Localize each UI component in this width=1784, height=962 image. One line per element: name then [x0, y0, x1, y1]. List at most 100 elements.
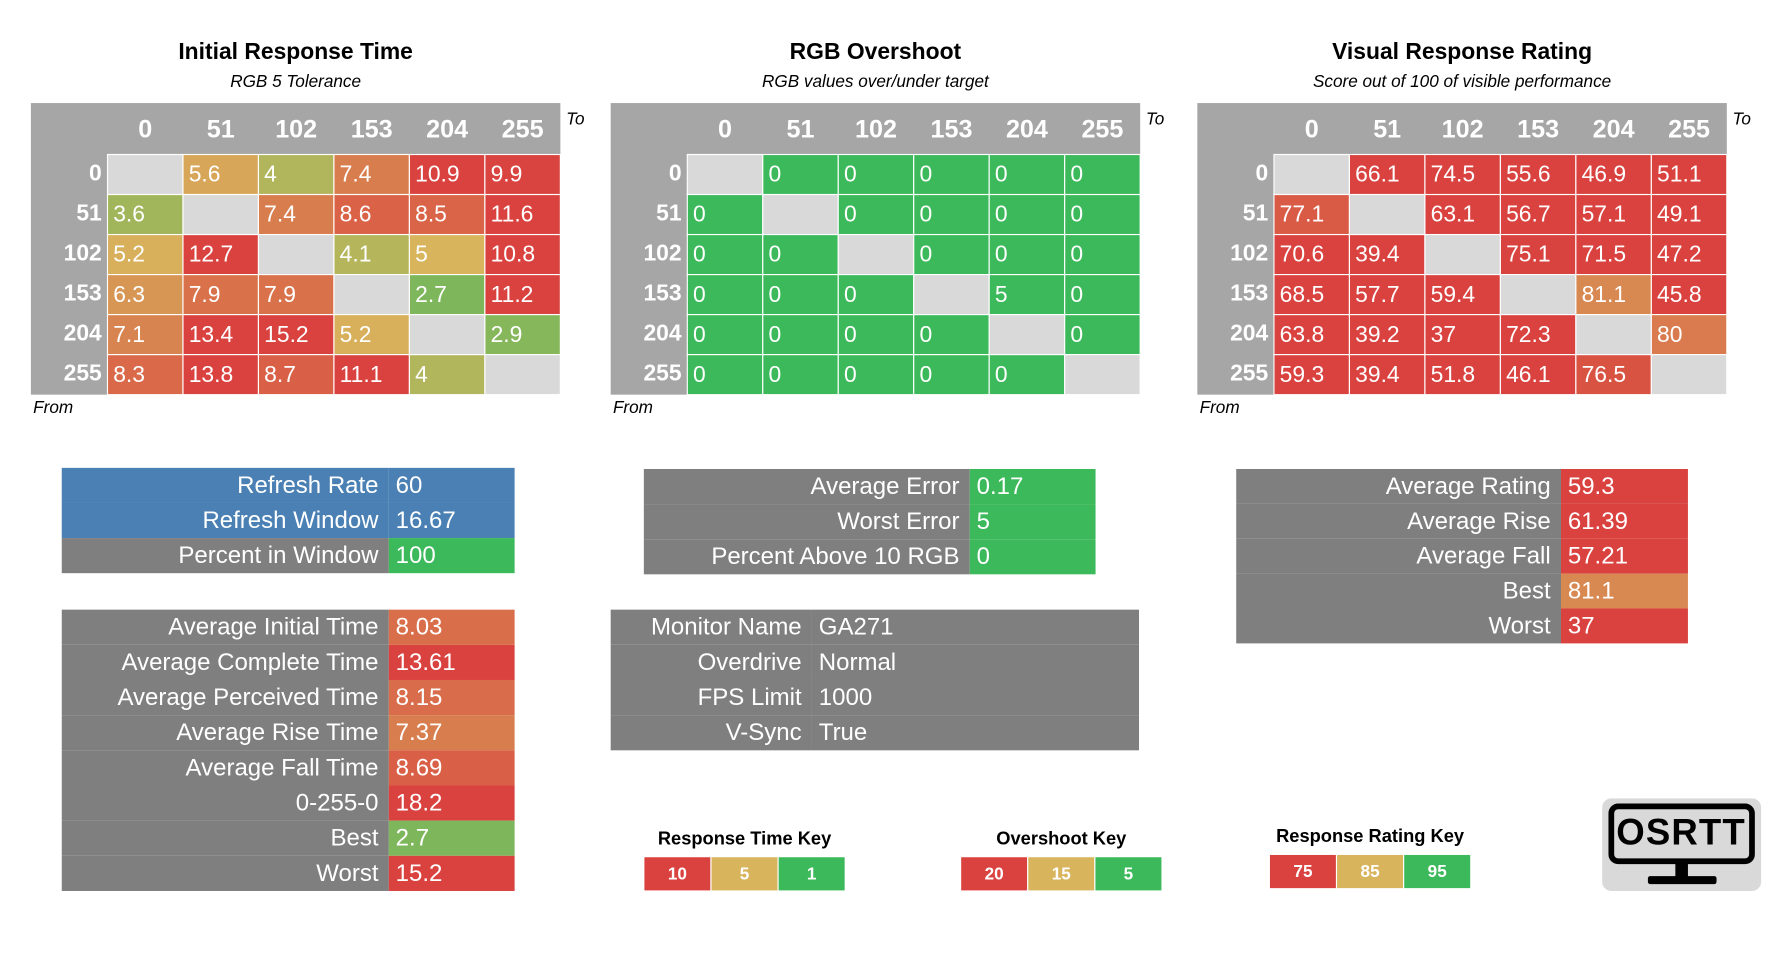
- table-value: 13.61: [396, 649, 456, 676]
- column-header: 0: [138, 116, 152, 144]
- cell-value: 0: [693, 321, 706, 347]
- table-value: 1000: [819, 684, 872, 711]
- key-title: Response Time Key: [658, 827, 832, 848]
- cell-value: 0: [1070, 321, 1083, 347]
- table-label-cell: [643, 539, 970, 575]
- table-label: Worst: [316, 860, 379, 887]
- row-header: 0: [1256, 160, 1269, 186]
- cell-value: 63.1: [1431, 201, 1476, 227]
- cell-value: 11.6: [491, 201, 534, 227]
- cell-value: 5.6: [189, 161, 221, 187]
- cell-value: 0: [768, 281, 781, 307]
- heatmap-cell: [913, 274, 990, 316]
- heatmap-cell: [1064, 354, 1141, 396]
- heatmap-cell: [484, 274, 561, 316]
- column-header: 0: [718, 116, 732, 144]
- column-header: 204: [426, 116, 468, 144]
- cell-value: 0: [844, 201, 857, 227]
- cell-value: 0: [768, 161, 781, 187]
- table-label-cell: [643, 468, 970, 505]
- heatmap-cell: [1575, 314, 1652, 356]
- heatmap-cell: [686, 153, 764, 196]
- cell-value: 7.4: [264, 201, 296, 227]
- heatmap-cell: [484, 153, 561, 196]
- heatmap-cell: [484, 354, 561, 396]
- heatmap-cell: [1424, 314, 1501, 356]
- heatmap-cell: [333, 233, 410, 276]
- heatmap-cell: [182, 233, 260, 276]
- heatmap-cell: [1273, 193, 1351, 236]
- key-label: 95: [1428, 861, 1448, 881]
- table-value-cell: [1561, 608, 1688, 644]
- heatmap-title: RGB Overshoot: [790, 38, 962, 64]
- table-label: Average Fall Time: [186, 754, 379, 781]
- cell-value: 0: [995, 161, 1008, 187]
- key-label: 75: [1293, 861, 1313, 881]
- table-value-cell: [1561, 503, 1688, 539]
- cell-value: 11.2: [491, 281, 534, 307]
- cell-value: 7.9: [189, 281, 221, 307]
- key-swatch: [1403, 853, 1472, 890]
- cell-value: 0: [919, 161, 932, 187]
- cell-value: 10.9: [415, 161, 460, 187]
- table-value: 100: [396, 542, 436, 569]
- column-header: 153: [930, 116, 972, 144]
- cell-value: 5: [995, 281, 1008, 307]
- cell-value: 70.6: [1280, 241, 1325, 267]
- cell-value: 3.6: [113, 201, 145, 227]
- heatmap-cell: [484, 233, 561, 276]
- table-value: 15.2: [396, 860, 443, 887]
- table-label: FPS Limit: [698, 684, 802, 711]
- heatmap-cell: [1273, 153, 1351, 196]
- heatmap-cell: [106, 193, 184, 236]
- heatmap-cell: [1064, 233, 1141, 276]
- row-header: 153: [1230, 280, 1268, 306]
- table-value-cell: [388, 820, 515, 856]
- from-label: From: [613, 397, 653, 417]
- table-label-cell: [610, 609, 812, 645]
- table-value-cell: [969, 539, 1096, 575]
- heatmap-cell: [257, 354, 335, 396]
- from-label: From: [33, 397, 73, 417]
- cell-value: 68.5: [1280, 281, 1325, 307]
- column-header: 255: [1668, 116, 1710, 144]
- cell-value: 57.7: [1355, 281, 1400, 307]
- key-swatch: [1027, 856, 1096, 892]
- table-label-cell: [1236, 573, 1561, 609]
- heatmap-cell: [1499, 193, 1577, 236]
- heatmap-cell: [1348, 314, 1426, 356]
- from-label: From: [1200, 397, 1240, 417]
- cell-value: 45.8: [1657, 281, 1702, 307]
- heatmap-cell: [106, 153, 184, 196]
- heatmap-cell: [913, 354, 990, 396]
- heatmap-cell: [1575, 153, 1652, 196]
- table-value: 18.2: [396, 790, 443, 817]
- table-label: V-Sync: [726, 719, 802, 746]
- row-header: 51: [656, 200, 682, 226]
- heatmap-cell: [333, 274, 410, 316]
- heatmap-cell: [333, 354, 410, 396]
- heatmap-cell: [1064, 274, 1141, 316]
- key-label: 1: [807, 863, 817, 883]
- cell-value: 0: [768, 321, 781, 347]
- table-value-cell: [1561, 573, 1688, 609]
- column-header: 255: [1081, 116, 1123, 144]
- table-label: Average Complete Time: [122, 649, 379, 676]
- heatmap-cell: [1273, 314, 1351, 356]
- table-label: Worst: [1488, 612, 1551, 639]
- table-label-cell: [610, 679, 812, 716]
- cell-value: 39.4: [1355, 361, 1400, 387]
- table-label-cell: [1236, 503, 1561, 539]
- heatmap-cell: [1499, 354, 1577, 396]
- to-label: To: [1146, 109, 1164, 129]
- table-label-cell: [61, 467, 389, 503]
- cell-value: 7.4: [340, 161, 372, 187]
- table-value-cell: [1561, 468, 1688, 504]
- heatmap-title: Visual Response Rating: [1332, 38, 1592, 64]
- table-value: 5: [977, 508, 990, 535]
- key-swatch: [1268, 853, 1338, 890]
- key-title: Response Rating Key: [1276, 825, 1465, 846]
- row-header: 204: [64, 320, 102, 346]
- heatmap-cell: [837, 233, 915, 276]
- table-label-cell: [643, 504, 970, 540]
